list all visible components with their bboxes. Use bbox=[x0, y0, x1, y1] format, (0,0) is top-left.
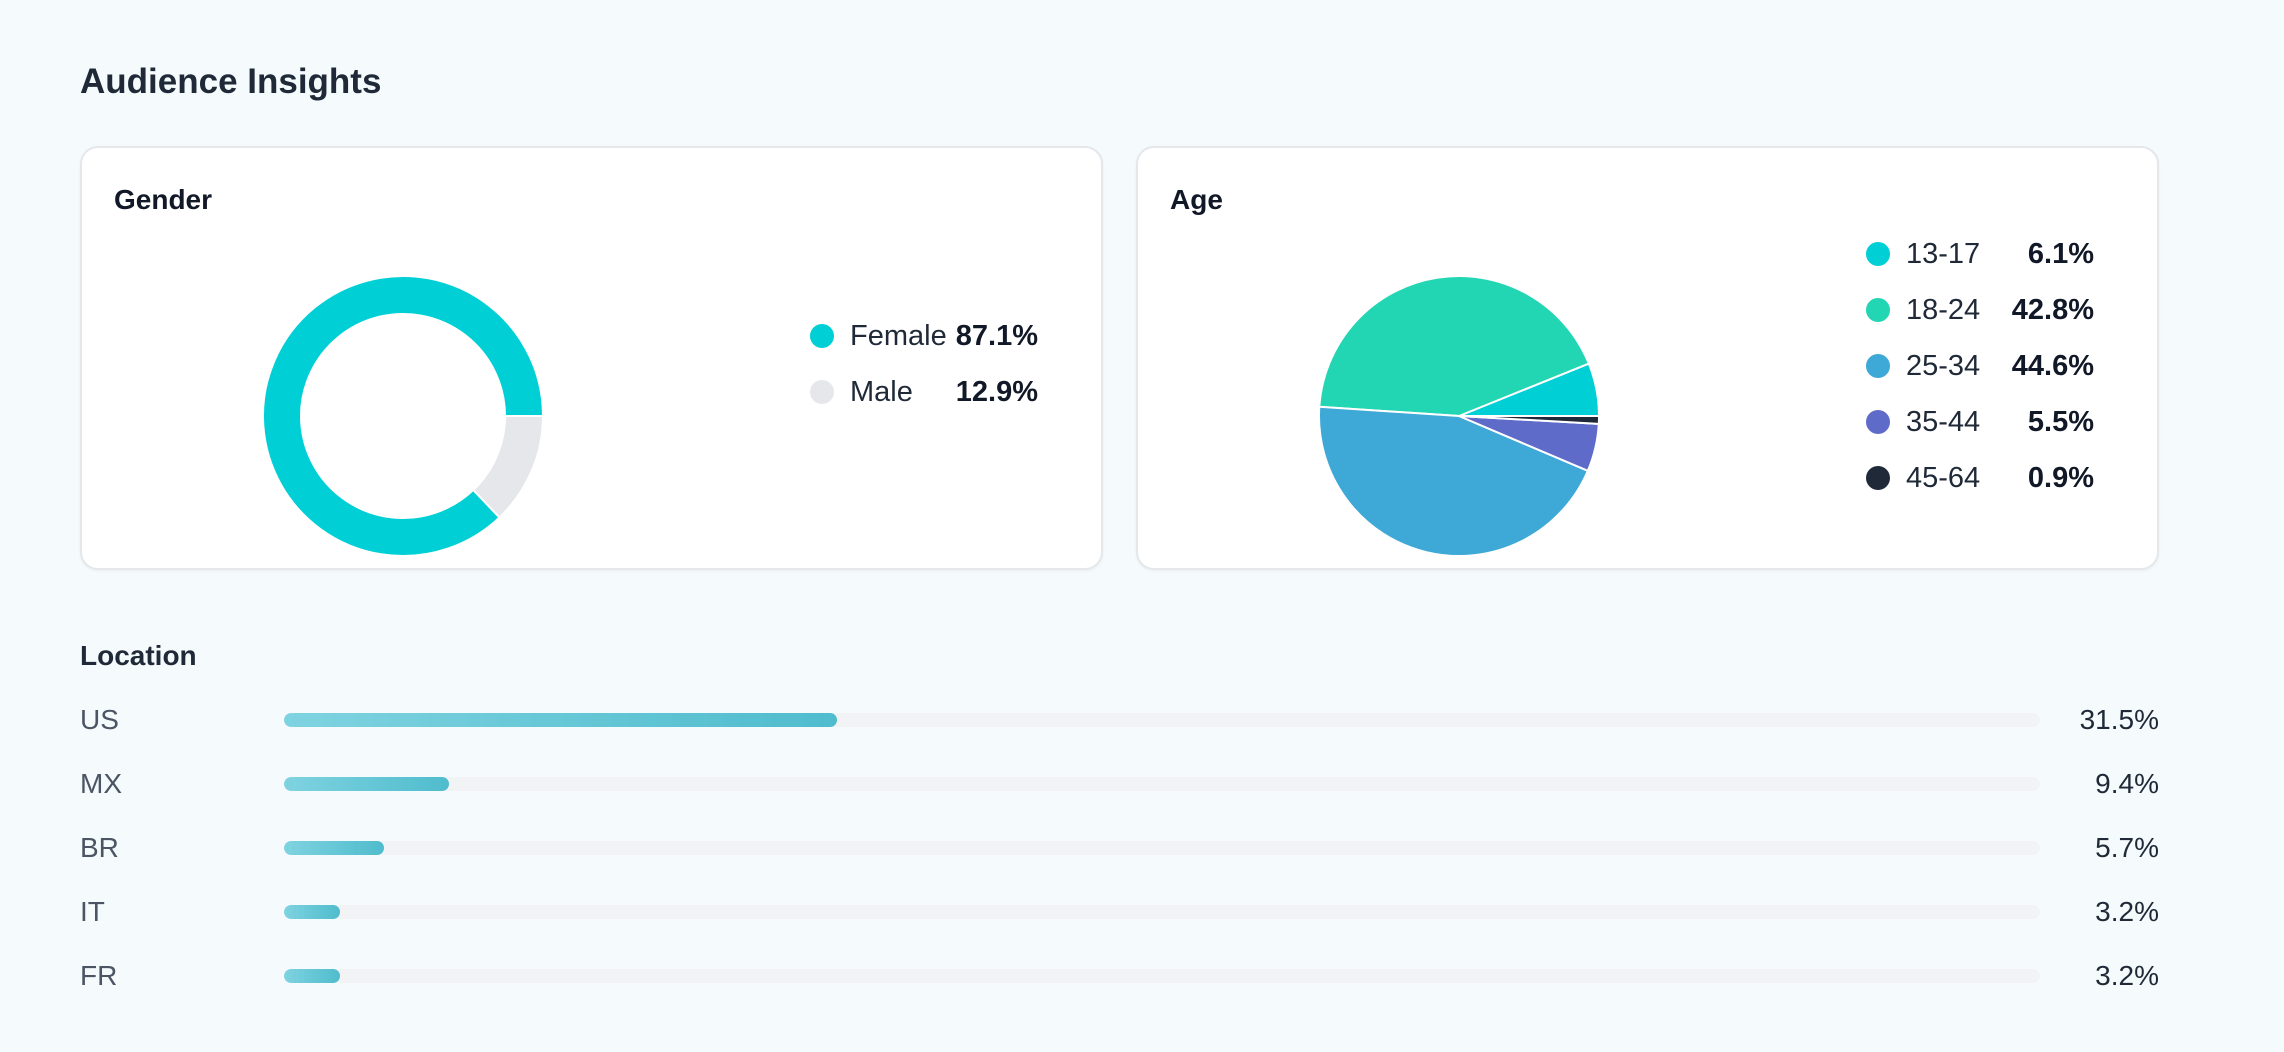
age-legend-label: 13-17 bbox=[1906, 237, 1981, 270]
gender-legend-label: Female bbox=[850, 319, 947, 352]
location-bar-it bbox=[284, 905, 341, 919]
age-legend-label: 45-64 bbox=[1906, 461, 1981, 494]
gender-legend-item-male: Male 12.9% bbox=[810, 364, 1038, 420]
gender-legend-item-female: Female 87.1% bbox=[810, 308, 1038, 364]
location-row-mx: MX 9.4% bbox=[80, 764, 2159, 804]
age-legend-item-45-64: 45-64 0.9% bbox=[1866, 450, 2094, 506]
age-legend-swatch bbox=[1866, 466, 1890, 490]
gender-legend: Female 87.1% Male 12.9% bbox=[810, 308, 1038, 420]
age-legend-swatch bbox=[1866, 298, 1890, 322]
location-bar-mx bbox=[284, 777, 450, 791]
age-legend: 13-17 6.1% 18-24 42.8% 25-34 44.6% 35-44 5.5% 45… bbox=[1866, 226, 2094, 506]
location-bar-track bbox=[284, 905, 2040, 919]
age-slice-45-64[interactable] bbox=[1458, 415, 1601, 425]
location-code: BR bbox=[80, 832, 119, 863]
location-bar-track bbox=[284, 777, 2040, 791]
age-legend-swatch bbox=[1866, 242, 1890, 266]
gender-legend-value: 12.9% bbox=[955, 375, 1038, 408]
location-code: FR bbox=[80, 960, 118, 991]
age-legend-value: 42.8% bbox=[2011, 293, 2094, 326]
age-legend-swatch bbox=[1866, 410, 1890, 434]
location-bar-us bbox=[284, 713, 838, 727]
gender-legend-label: Male bbox=[850, 375, 913, 408]
age-legend-item-18-24: 18-24 42.8% bbox=[1866, 282, 2094, 338]
age-legend-value: 0.9% bbox=[2027, 461, 2094, 494]
age-slice-25-34[interactable] bbox=[1318, 405, 1590, 557]
location-value: 3.2% bbox=[2095, 896, 2159, 927]
location-row-br: BR 5.7% bbox=[80, 828, 2159, 868]
gender-slice-female[interactable] bbox=[262, 275, 545, 557]
gender-legend-swatch bbox=[810, 324, 834, 348]
location-bar-fr bbox=[284, 969, 341, 983]
gender-donut-chart bbox=[262, 275, 545, 557]
gender-legend-swatch bbox=[810, 380, 834, 404]
age-legend-label: 35-44 bbox=[1906, 405, 1981, 438]
age-slice-18-24[interactable] bbox=[1318, 275, 1591, 418]
page-title: Audience Insights bbox=[80, 62, 382, 101]
gender-card: Gender Female 87.1% Male 12.9% bbox=[80, 146, 1103, 570]
age-card: Age 13-17 6.1% 18-24 42.8% 25-34 44.6% 35-44 5.… bbox=[1136, 146, 2159, 570]
gender-card-title: Gender bbox=[114, 184, 213, 215]
age-pie-chart bbox=[1318, 275, 1601, 557]
age-legend-item-13-17: 13-17 6.1% bbox=[1866, 226, 2094, 282]
location-code: US bbox=[80, 704, 119, 735]
age-legend-value: 6.1% bbox=[2027, 237, 2094, 270]
location-bar-track bbox=[284, 969, 2040, 983]
location-bar-track bbox=[284, 713, 2040, 727]
age-card-title: Age bbox=[1170, 184, 1223, 215]
location-value: 9.4% bbox=[2095, 768, 2159, 799]
location-title: Location bbox=[80, 640, 197, 671]
location-row-it: IT 3.2% bbox=[80, 892, 2159, 932]
location-row-fr: FR 3.2% bbox=[80, 956, 2159, 996]
location-value: 5.7% bbox=[2095, 832, 2159, 863]
location-value: 31.5% bbox=[2079, 704, 2159, 735]
age-legend-value: 5.5% bbox=[2027, 405, 2094, 438]
location-value: 3.2% bbox=[2095, 960, 2159, 991]
age-legend-label: 18-24 bbox=[1906, 293, 1981, 326]
age-legend-item-35-44: 35-44 5.5% bbox=[1866, 394, 2094, 450]
gender-slice-male[interactable] bbox=[471, 415, 545, 519]
gender-legend-value: 87.1% bbox=[955, 319, 1038, 352]
age-legend-label: 25-34 bbox=[1906, 349, 1981, 382]
location-code: MX bbox=[80, 768, 122, 799]
location-code: IT bbox=[80, 896, 105, 927]
location-bar-br bbox=[284, 841, 385, 855]
age-legend-item-25-34: 25-34 44.6% bbox=[1866, 338, 2094, 394]
location-row-us: US 31.5% bbox=[80, 700, 2159, 740]
age-legend-swatch bbox=[1866, 354, 1890, 378]
age-legend-value: 44.6% bbox=[2011, 349, 2094, 382]
location-bar-track bbox=[284, 841, 2040, 855]
